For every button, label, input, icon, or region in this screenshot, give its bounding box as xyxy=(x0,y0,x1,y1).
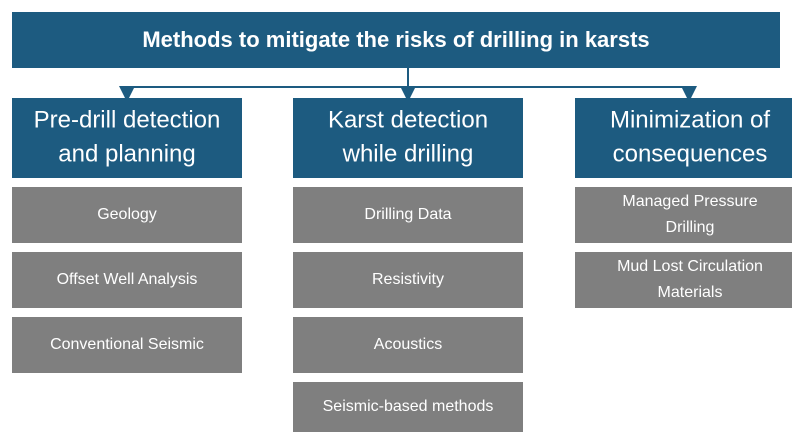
item-box xyxy=(575,252,792,308)
item-label: Offset Well Analysis xyxy=(57,271,198,288)
item-box xyxy=(12,252,242,308)
item-box xyxy=(293,252,523,308)
item-label: Mud Lost Circulation xyxy=(617,258,763,275)
item-box xyxy=(575,187,792,243)
item-label: Managed Pressure xyxy=(622,193,757,210)
item-label: Conventional Seismic xyxy=(50,336,204,353)
column-heading: and planning xyxy=(58,140,195,167)
item-label: Acoustics xyxy=(374,336,442,353)
column-heading-box xyxy=(575,98,792,178)
item-box xyxy=(293,382,523,432)
connectors xyxy=(119,68,697,102)
item-box xyxy=(12,317,242,373)
item-label: Materials xyxy=(658,284,723,301)
item-label: Seismic-based methods xyxy=(323,398,494,415)
column-heading: consequences xyxy=(613,140,768,167)
title-box xyxy=(12,12,780,68)
column-heading: Pre-drill detection xyxy=(34,106,221,133)
item-box xyxy=(12,187,242,243)
item-label: Geology xyxy=(97,206,157,223)
column-heading: while drilling xyxy=(342,140,474,167)
title: Methods to mitigate the risks of drillin… xyxy=(142,27,649,52)
column-heading: Karst detection xyxy=(328,106,488,133)
item-label: Drilling xyxy=(666,219,715,236)
column-heading-box xyxy=(12,98,242,178)
item-label: Drilling Data xyxy=(364,206,451,223)
column-heading-box xyxy=(293,98,523,178)
item-box xyxy=(293,317,523,373)
item-box xyxy=(293,187,523,243)
column-heading: Minimization of xyxy=(610,106,770,133)
item-label: Resistivity xyxy=(372,271,444,288)
